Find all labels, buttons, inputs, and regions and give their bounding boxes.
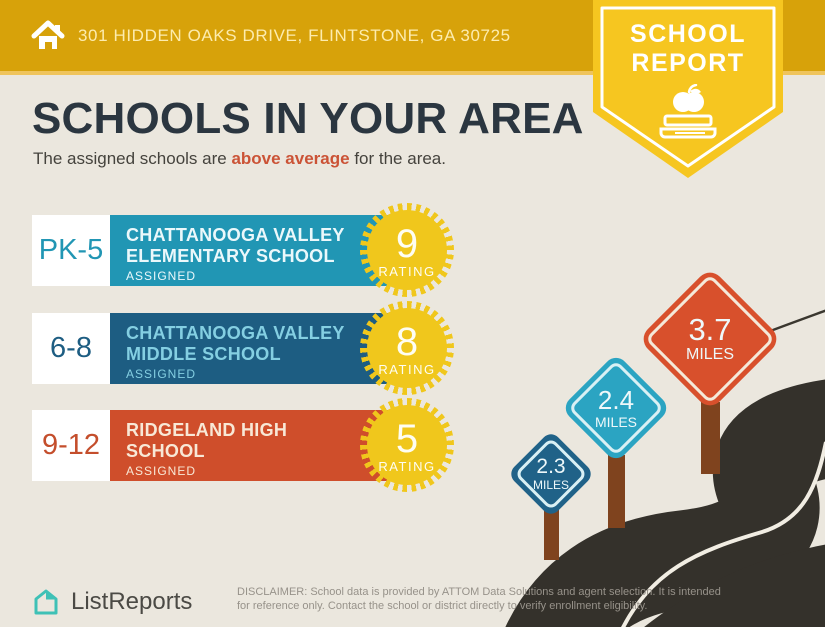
page-subtitle: The assigned schools are above average f… (33, 149, 446, 169)
apple-book-icon (659, 84, 717, 139)
school-name-line2: MIDDLE SCHOOL (126, 344, 281, 364)
school-row-high: 9-12 RIDGELAND HIGH SCHOOL ASSIGNED 5 RA… (32, 398, 462, 492)
listreports-house-icon (34, 589, 58, 615)
sign-post (608, 455, 625, 528)
distance-sign-high: 3.7 MILES (637, 266, 783, 412)
sign-distance: 2.4 (597, 384, 635, 415)
badge-title-line2: REPORT (631, 49, 745, 77)
school-name-line2: SCHOOL (126, 441, 205, 461)
disclaimer-line1: DISCLAIMER: School data is provided by A… (237, 586, 721, 598)
school-name-line1: CHATTANOOGA VALLEY (126, 323, 345, 343)
road-band (505, 379, 825, 627)
disclaimer-text: DISCLAIMER: School data is provided by A… (237, 585, 797, 613)
road-edge-line (621, 441, 825, 627)
rating-value: 5 (395, 417, 419, 461)
school-row-elementary: PK-5 CHATTANOOGA VALLEY ELEMENTARY SCHOO… (32, 203, 462, 297)
grade-range: 9-12 (32, 410, 110, 481)
rating-badge: 8 RATING (360, 301, 454, 395)
rating-value: 9 (395, 222, 419, 266)
sign-post (701, 402, 720, 474)
school-name-line1: CHATTANOOGA VALLEY (126, 225, 345, 245)
school-name: CHATTANOOGA VALLEY MIDDLE SCHOOL (126, 323, 403, 365)
rating-value: 8 (395, 320, 419, 364)
subtitle-prefix: The assigned schools are (33, 149, 232, 168)
badge-ribbon-shape (593, 0, 783, 178)
listreports-logo: ListReports (30, 586, 192, 618)
road-foreground (644, 544, 825, 627)
school-name: CHATTANOOGA VALLEY ELEMENTARY SCHOOL (126, 225, 403, 267)
school-name-line1: RIDGELAND HIGH (126, 420, 288, 440)
school-report-badge: SCHOOL REPORT (593, 0, 783, 180)
sign-unit: MILES (532, 478, 569, 492)
school-bar: RIDGELAND HIGH SCHOOL ASSIGNED (110, 410, 403, 481)
grade-range: PK-5 (32, 215, 110, 286)
sign-unit: MILES (594, 413, 637, 430)
school-status: ASSIGNED (126, 269, 197, 283)
school-status: ASSIGNED (126, 367, 197, 381)
property-address: 301 HIDDEN OAKS DRIVE, FLINTSTONE, GA 30… (78, 25, 511, 45)
grade-range: 6-8 (32, 313, 110, 384)
rating-badge: 9 RATING (360, 203, 454, 297)
distance-sign-middle: 2.4 MILES (560, 352, 672, 464)
sign-distance: 3.7 (688, 312, 732, 347)
school-name-line2: ELEMENTARY SCHOOL (126, 246, 335, 266)
starburst-core (367, 308, 447, 388)
sign-post (544, 505, 559, 560)
rating-badge: 5 RATING (360, 398, 454, 492)
rating-label: RATING (378, 459, 436, 474)
starburst-core (367, 210, 447, 290)
starburst-core (367, 405, 447, 485)
school-bar: CHATTANOOGA VALLEY MIDDLE SCHOOL ASSIGNE… (110, 313, 403, 384)
rating-label: RATING (378, 362, 436, 377)
rating-label: RATING (378, 264, 436, 279)
sign-distance: 2.3 (536, 455, 566, 478)
brand-name: ListReports (71, 588, 193, 615)
subtitle-suffix: for the area. (349, 149, 446, 168)
school-row-middle: 6-8 CHATTANOOGA VALLEY MIDDLE SCHOOL ASS… (32, 301, 462, 395)
badge-title: SCHOOL REPORT (593, 20, 783, 78)
home-icon (31, 20, 65, 49)
school-name: RIDGELAND HIGH SCHOOL (126, 420, 403, 462)
subtitle-highlight: above average (231, 149, 350, 168)
school-bar: CHATTANOOGA VALLEY ELEMENTARY SCHOOL ASS… (110, 215, 403, 286)
disclaimer-line2: for reference only. Contact the school o… (237, 600, 648, 612)
school-status: ASSIGNED (126, 464, 197, 478)
badge-title-line1: SCHOOL (630, 20, 746, 48)
page-title: SCHOOLS IN YOUR AREA (32, 94, 584, 143)
sign-unit: MILES (685, 346, 734, 363)
